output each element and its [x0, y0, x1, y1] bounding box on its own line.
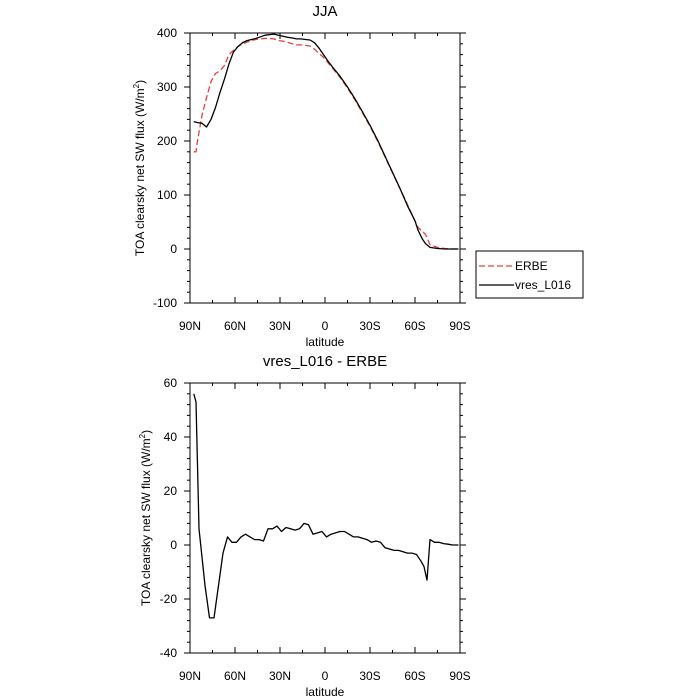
top-y-tick-label: 0 [170, 242, 177, 256]
bottom-y-tick-label: 40 [164, 430, 178, 444]
bottom-y-axis-label: TOA clearsky net SW flux (W/m2) [138, 430, 153, 606]
top-x-tick-label: 0 [322, 319, 329, 333]
top-x-tick-label: 90N [179, 319, 201, 333]
top-plot-frame [189, 32, 461, 304]
top-x-tick-label: 30S [359, 319, 380, 333]
bottom-y-tick-label: -20 [160, 592, 178, 606]
bottom-x-tick-label: 60N [224, 669, 246, 683]
bottom-plot-frame [189, 382, 461, 654]
top-y-axis-label-main: TOA clearsky net SW flux (W/m [133, 88, 147, 256]
top-chart-title: JJA [312, 3, 337, 20]
top-plot-area: 90N 60N 30N 0 30S 60S 90S -100 0 100 200 300 400 [153, 26, 471, 333]
top-x-tick-label: 30N [269, 319, 291, 333]
top-y-tick-label: 200 [157, 134, 177, 148]
top-y-tick-label: 100 [157, 188, 177, 202]
legend: ERBE vres_L016 [475, 250, 584, 299]
bottom-plot-area: 90N 60N 30N 0 30S 60S 90S -40 -20 0 20 40 60 [160, 376, 471, 683]
top-x-tick-label: 60N [224, 319, 246, 333]
top-panel: JJA 90N 60N 30N 0 30S 60S 90S -100 0 100 200 300 400… [132, 3, 584, 349]
bottom-y-axis-label-close: ) [139, 430, 153, 434]
top-y-tick-label: 300 [157, 80, 177, 94]
bottom-y-tick-label: 0 [170, 538, 177, 552]
legend-box [475, 250, 584, 299]
bottom-x-tick-label: 0 [322, 669, 329, 683]
bottom-y-axis-label-sup: 2 [138, 433, 147, 438]
legend-erbe-label: ERBE [515, 259, 548, 273]
top-y-axis-label-close: ) [133, 80, 147, 84]
bottom-y-tick-label: 60 [164, 376, 178, 390]
top-x-tick-label: 90S [449, 319, 470, 333]
bottom-x-tick-label: 30N [269, 669, 291, 683]
bottom-x-axis-label: latitude [306, 685, 345, 699]
legend-vres-label: vres_L016 [515, 278, 571, 292]
bottom-y-axis-label-main: TOA clearsky net SW flux (W/m [139, 438, 153, 606]
top-x-axis-label: latitude [306, 335, 345, 349]
bottom-series-vres-l016-erbe-line [193, 393, 459, 619]
top-y-axis-label-sup: 2 [132, 83, 141, 88]
top-series-erbe-line [193, 37, 459, 250]
bottom-x-tick-label: 90S [449, 669, 470, 683]
top-y-tick-label: 400 [157, 26, 177, 40]
bottom-x-tick-label: 60S [404, 669, 425, 683]
top-x-tick-label: 60S [404, 319, 425, 333]
top-series-vres-l016-line [193, 33, 459, 250]
bottom-x-tick-label: 90N [179, 669, 201, 683]
bottom-panel: vres_L016 - ERBE 90N 60N 30N 0 30S 60S 90S -40 -… [138, 353, 471, 699]
bottom-y-tick-label: -40 [160, 646, 178, 660]
top-y-tick-label: -100 [153, 296, 177, 310]
bottom-x-tick-label: 30S [359, 669, 380, 683]
top-y-axis-label: TOA clearsky net SW flux (W/m2) [132, 80, 147, 256]
bottom-y-tick-label: 20 [164, 484, 178, 498]
bottom-chart-title: vres_L016 - ERBE [263, 353, 387, 370]
